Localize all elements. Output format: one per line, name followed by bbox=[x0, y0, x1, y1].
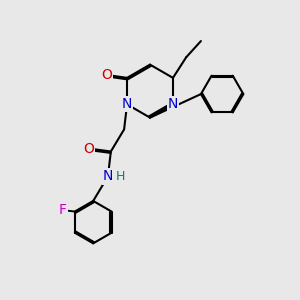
Text: N: N bbox=[103, 169, 113, 184]
Text: N: N bbox=[168, 98, 178, 111]
Text: O: O bbox=[83, 142, 94, 155]
Text: O: O bbox=[101, 68, 112, 82]
Text: N: N bbox=[122, 98, 132, 111]
Text: F: F bbox=[58, 203, 67, 217]
Text: H: H bbox=[116, 170, 125, 183]
